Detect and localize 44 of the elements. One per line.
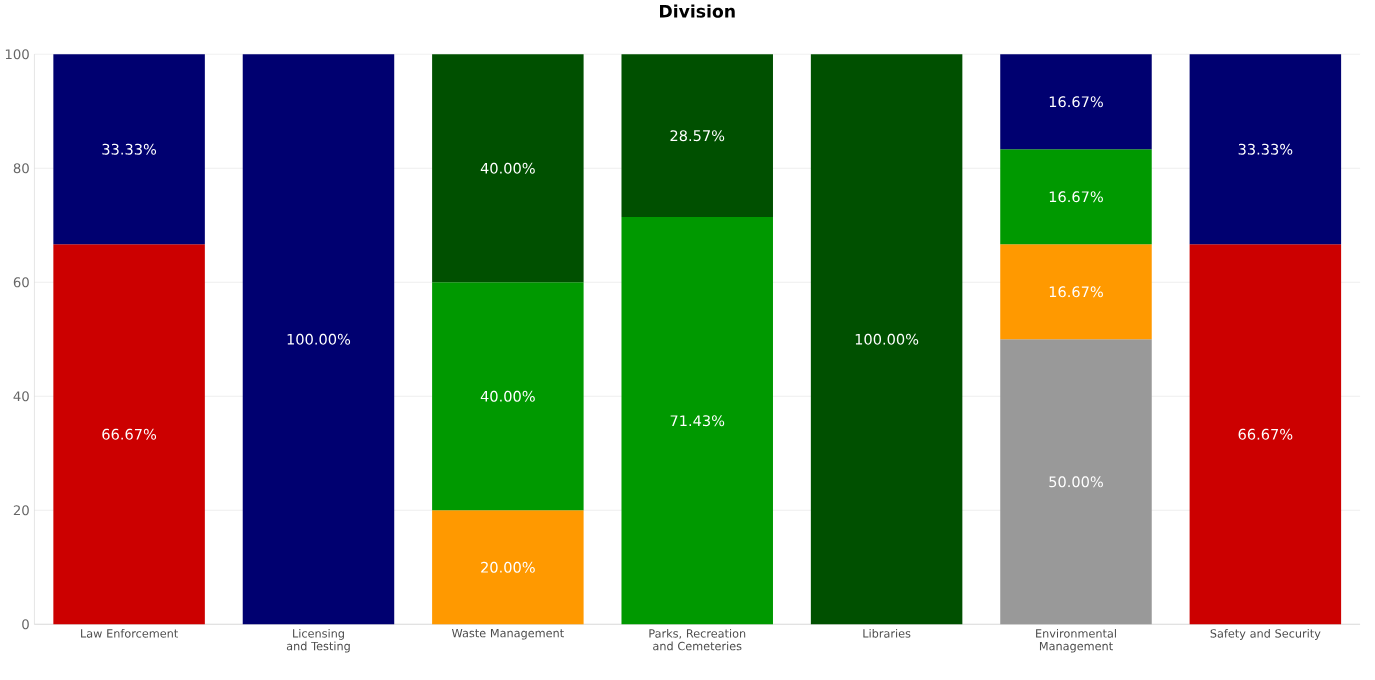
data-label: 16.67% xyxy=(1049,286,1103,298)
data-label: 100.00% xyxy=(287,333,351,345)
bar xyxy=(432,282,584,511)
bar xyxy=(242,54,395,625)
x-tick-label: Law Enforcement xyxy=(81,628,178,638)
y-tick-label: 40 xyxy=(13,391,29,402)
bar xyxy=(810,54,963,625)
bar xyxy=(621,54,773,218)
y-tick-label: 60 xyxy=(13,277,29,288)
y-tick-label: 100 xyxy=(5,49,29,60)
x-tick-label: Libraries xyxy=(863,628,911,638)
y-tick-label: 0 xyxy=(22,619,29,630)
x-tick-label: Safety and Security xyxy=(1210,628,1321,640)
bar xyxy=(1189,244,1342,625)
bar xyxy=(432,510,584,625)
bar xyxy=(1000,54,1152,150)
data-label: 28.57% xyxy=(670,130,725,142)
data-label: 20.00% xyxy=(481,561,535,573)
bar xyxy=(53,244,205,625)
data-label: 71.43% xyxy=(670,415,725,427)
data-label: 16.67% xyxy=(1049,191,1103,203)
y-tick-label: 20 xyxy=(13,505,29,516)
data-label: 40.00% xyxy=(480,162,535,174)
x-tick-label: Waste Management xyxy=(451,628,564,640)
bar xyxy=(621,217,773,625)
bar xyxy=(53,54,205,245)
data-label: 40.00% xyxy=(480,390,535,402)
data-label: 16.67% xyxy=(1049,96,1103,108)
bar xyxy=(1000,149,1152,245)
data-label: 66.67% xyxy=(1238,428,1293,440)
bar xyxy=(1000,244,1152,340)
data-label: 100.00% xyxy=(855,333,919,345)
bar xyxy=(432,54,584,283)
x-tick-label: Licensing and Testing xyxy=(286,628,350,653)
data-label: 33.33% xyxy=(1238,143,1293,155)
data-label: 50.00% xyxy=(1049,476,1103,488)
chart-title: Division xyxy=(660,4,735,18)
x-tick-label: Parks, Recreation and Cemeteries xyxy=(649,628,746,651)
y-tick-label: 80 xyxy=(13,163,29,174)
x-tick-label: Environmental Management xyxy=(1036,628,1116,653)
data-label: 33.33% xyxy=(102,143,157,155)
data-label: 66.67% xyxy=(102,428,157,440)
bar xyxy=(1189,54,1342,245)
bar xyxy=(1000,339,1152,625)
